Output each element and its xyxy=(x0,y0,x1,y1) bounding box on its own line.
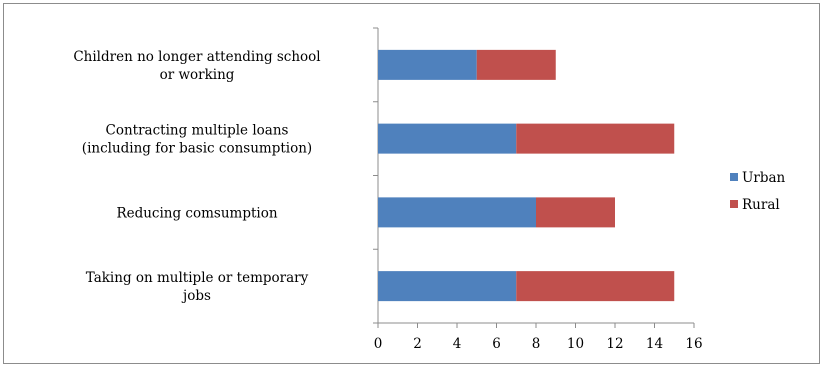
x-tick-label: 12 xyxy=(606,336,623,352)
bars xyxy=(378,49,675,302)
category-label: Children no longer attending school or wo… xyxy=(73,49,320,83)
category-label-line: Taking on multiple or temporary xyxy=(86,270,309,286)
bar-rural-2[interactable] xyxy=(516,123,675,154)
bar-urban-4[interactable] xyxy=(378,271,517,302)
x-tick-label: 8 xyxy=(532,336,541,352)
category-labels: Children no longer attending school or wo… xyxy=(73,49,320,304)
category-label-line: Reducing comsumption xyxy=(116,205,277,221)
legend[interactable]: Urban Rural xyxy=(730,170,786,213)
bar-rural-3[interactable] xyxy=(536,197,615,228)
x-tick-label: 10 xyxy=(567,336,584,352)
category-label-line: or working xyxy=(160,67,235,83)
category-label: Taking on multiple or temporary jobs xyxy=(86,270,309,304)
bar-urban-3[interactable] xyxy=(378,197,536,228)
bar-urban-2[interactable] xyxy=(378,123,517,154)
legend-swatch-rural xyxy=(730,200,738,208)
x-tick-label: 2 xyxy=(413,336,422,352)
category-label: Contracting multiple loans (including for… xyxy=(82,123,312,157)
x-tick-label: 14 xyxy=(646,336,663,352)
x-tick-labels: 0 2 4 6 8 10 12 14 16 xyxy=(374,336,703,352)
category-label-line: Children no longer attending school xyxy=(73,49,320,65)
category-label-line: Contracting multiple loans xyxy=(106,123,289,139)
legend-label-rural: Rural xyxy=(742,197,780,213)
category-label-line: jobs xyxy=(181,288,211,304)
category-label: Reducing comsumption xyxy=(116,205,277,221)
bar-rural-4[interactable] xyxy=(516,271,675,302)
x-tick-label: 6 xyxy=(492,336,501,352)
x-tick-label: 16 xyxy=(685,336,702,352)
x-tick-label: 4 xyxy=(453,336,462,352)
x-tick-label: 0 xyxy=(374,336,383,352)
legend-label-urban: Urban xyxy=(742,170,786,186)
legend-swatch-urban xyxy=(730,173,738,181)
category-label-line: (including for basic consumption) xyxy=(82,141,312,157)
bar-rural-1[interactable] xyxy=(476,49,556,80)
bar-urban-1[interactable] xyxy=(378,49,477,80)
